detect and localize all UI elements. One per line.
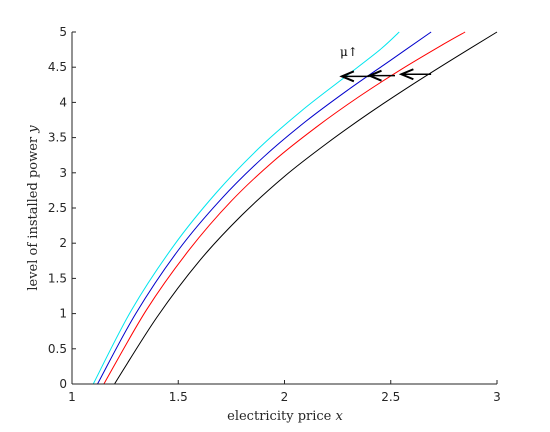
y-tick-label: 5 bbox=[59, 25, 67, 39]
y-tick-label: 1 bbox=[59, 307, 67, 321]
series-line-4 bbox=[92, 31, 400, 385]
x-tick-label: 1.5 bbox=[169, 390, 188, 404]
y-tick-label: 3 bbox=[59, 166, 67, 180]
mu-annotation: μ↑ bbox=[340, 45, 358, 59]
series-line-1 bbox=[114, 31, 498, 385]
x-tick-label: 2 bbox=[281, 390, 289, 404]
y-tick-label: 1.5 bbox=[48, 271, 67, 285]
y-tick-label: 4 bbox=[59, 95, 67, 109]
y-tick-label: 4.5 bbox=[48, 60, 67, 74]
axes: 1 1.5 2 2.5 3 0 0.5 1 1.5 2 2.5 3 3.5 4 4.5 5 bbox=[48, 25, 501, 404]
x-tick-label: 2.5 bbox=[381, 390, 400, 404]
y-tick-label: 2.5 bbox=[48, 201, 67, 215]
y-tick-label: 3.5 bbox=[48, 131, 67, 145]
series-line-3 bbox=[97, 31, 432, 385]
y-tick-label: 0 bbox=[59, 377, 67, 391]
y-tick-label: 2 bbox=[59, 236, 67, 250]
shift-arrow-3 bbox=[339, 70, 370, 83]
x-tick-label: 1 bbox=[68, 390, 76, 404]
shift-arrow-1 bbox=[398, 68, 432, 81]
y-axis-label: level of installed power y bbox=[26, 125, 41, 291]
plot-area bbox=[92, 31, 498, 385]
x-axis-label: electricity price x bbox=[227, 409, 343, 424]
x-tick-label: 3 bbox=[493, 390, 501, 404]
y-tick-label: 0.5 bbox=[48, 342, 67, 356]
series-line-2 bbox=[103, 31, 466, 385]
